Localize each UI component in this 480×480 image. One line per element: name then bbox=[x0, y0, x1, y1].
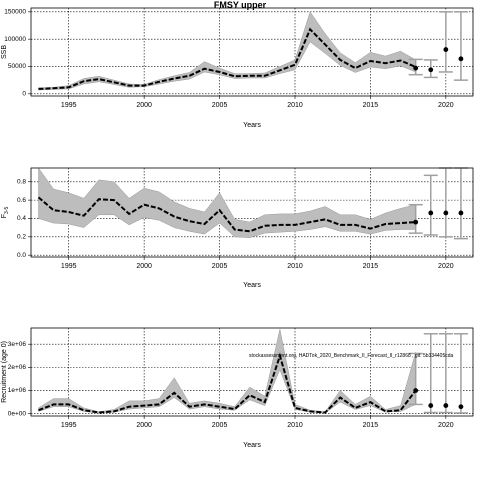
forecast-point bbox=[428, 210, 434, 216]
y-axis-title: Recruitment (age 0) bbox=[1, 341, 8, 403]
y-tick-label: 150000 bbox=[4, 9, 26, 16]
x-tick-label: 2000 bbox=[136, 422, 152, 429]
x-tick-label: 2005 bbox=[212, 422, 228, 429]
plot-frame bbox=[30, 327, 474, 417]
x-tick-label: 2000 bbox=[136, 102, 152, 109]
y-tick-label: 3e+06 bbox=[8, 341, 27, 348]
x-tick-label: 2010 bbox=[287, 102, 303, 109]
forecast-point bbox=[458, 404, 464, 410]
y-axis-title-subscript: 3-5 bbox=[4, 207, 10, 214]
x-tick-label: 2000 bbox=[136, 263, 152, 270]
x-axis-title: Years bbox=[243, 442, 261, 449]
y-tick-label: 100000 bbox=[4, 36, 26, 43]
y-axis-title: F3-5 bbox=[1, 207, 10, 219]
y-axis-title: SSB bbox=[1, 45, 8, 59]
x-tick-label: 1995 bbox=[61, 102, 77, 109]
forecast-point bbox=[428, 67, 434, 73]
confidence-band bbox=[38, 11, 416, 91]
forecast-point bbox=[458, 56, 464, 62]
x-tick-label: 1995 bbox=[61, 422, 77, 429]
y-tick-label: 0.4 bbox=[17, 215, 26, 222]
x-tick-label: 2010 bbox=[287, 263, 303, 270]
y-tick-label: 50000 bbox=[8, 63, 26, 70]
y-tick-label: 0 bbox=[22, 91, 26, 98]
forecast-point bbox=[413, 65, 419, 71]
forecast-point bbox=[413, 388, 419, 393]
y-tick-label: 0e+00 bbox=[8, 410, 27, 417]
plot-frame bbox=[30, 7, 474, 97]
x-tick-label: 2005 bbox=[212, 102, 228, 109]
forecast-point bbox=[428, 403, 434, 408]
confidence-band bbox=[38, 329, 416, 414]
x-tick-label: 2015 bbox=[363, 263, 379, 270]
y-tick-label: 1e+06 bbox=[8, 387, 27, 394]
estimate-line bbox=[38, 352, 417, 414]
forecast-point bbox=[443, 210, 449, 216]
x-tick-label: 2020 bbox=[438, 102, 454, 109]
estimate-line bbox=[38, 27, 417, 90]
panel-2: 1995 2000 2005 2010 2015 2020 0e+00 1e+06 2e+06 3… bbox=[1, 327, 474, 449]
x-axis-title: Years bbox=[243, 122, 261, 129]
y-tick-label: 0.0 bbox=[17, 252, 26, 259]
y-tick-label: 0.6 bbox=[17, 197, 26, 204]
x-tick-label: 2020 bbox=[438, 422, 454, 429]
y-tick-label: 0.2 bbox=[17, 234, 26, 241]
forecast-point bbox=[413, 219, 419, 225]
x-tick-label: 2010 bbox=[287, 422, 303, 429]
x-tick-label: 1995 bbox=[61, 263, 77, 270]
y-tick-label: 0.8 bbox=[17, 178, 26, 185]
plot-frame bbox=[30, 167, 474, 258]
x-tick-label: 2015 bbox=[363, 102, 379, 109]
chart-title: FMSY upper bbox=[214, 0, 267, 10]
source-annotation: stockassessment.org, HADTok_2020_Benchma… bbox=[249, 353, 454, 359]
forecast-point bbox=[458, 210, 464, 216]
panel-1: 1995 2000 2005 2010 2015 2020 0.0 0.2 0.4 0.6 0.8 Y… bbox=[1, 167, 474, 289]
x-tick-label: 2020 bbox=[438, 263, 454, 270]
x-tick-label: 2015 bbox=[363, 422, 379, 429]
panel-0: 1995 2000 2005 2010 2015 2020 0 50000 100000 1500… bbox=[1, 7, 474, 129]
forecast-point bbox=[443, 403, 449, 408]
forecast-point bbox=[443, 47, 449, 52]
x-axis-title: Years bbox=[243, 282, 261, 289]
x-tick-label: 2005 bbox=[212, 263, 228, 270]
y-tick-label: 2e+06 bbox=[8, 364, 27, 371]
